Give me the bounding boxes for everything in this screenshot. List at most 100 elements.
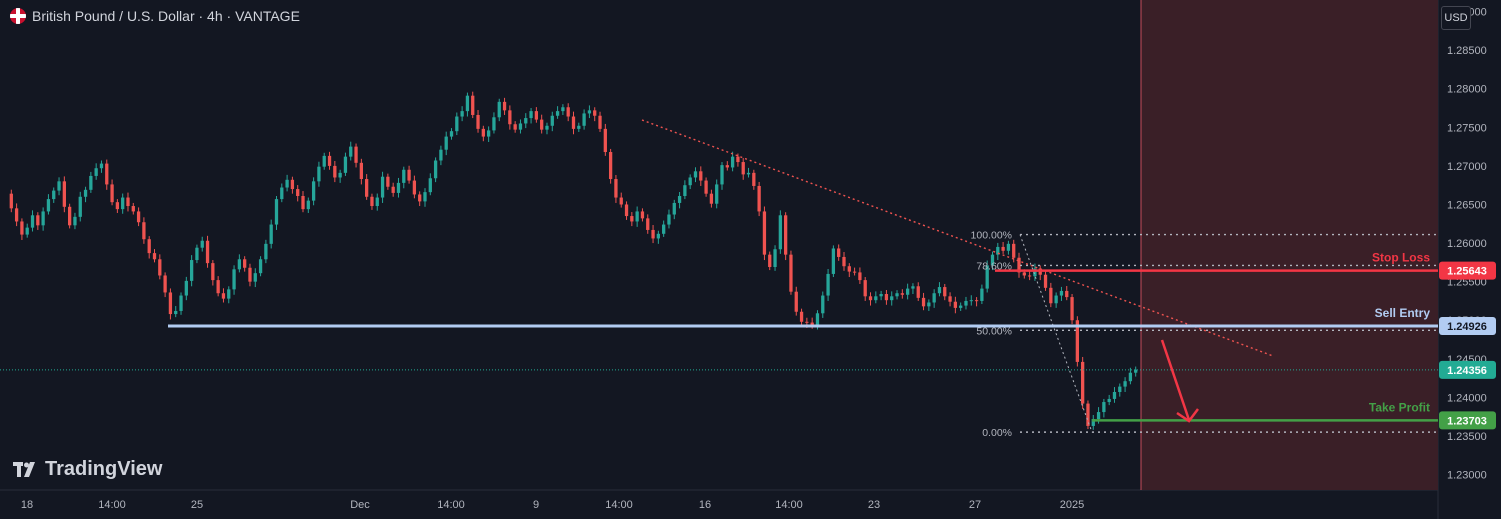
candle-body — [815, 313, 820, 326]
candle-body — [1075, 320, 1079, 362]
candle-body — [614, 179, 618, 198]
candle-body — [996, 246, 1000, 255]
trade-level-label: Stop Loss — [1372, 251, 1430, 265]
candle-body — [879, 294, 883, 297]
candle-body — [1102, 402, 1106, 413]
y-tick-label: 1.27500 — [1447, 122, 1487, 134]
candle-body — [311, 181, 316, 201]
candle-body — [83, 189, 88, 197]
candle-body — [699, 171, 703, 181]
currency-button[interactable]: USD — [1441, 6, 1471, 30]
candle-body — [1107, 398, 1111, 403]
x-tick-label: 25 — [191, 499, 203, 511]
candle-body — [349, 146, 353, 157]
candle-body — [322, 155, 326, 167]
candle-body — [1054, 295, 1058, 304]
price-tag-badge — [1439, 411, 1496, 430]
y-tick-label: 1.26000 — [1447, 238, 1487, 250]
trade-level-label: Sell Entry — [1375, 306, 1431, 320]
candle-body — [805, 321, 809, 323]
chart-header: British Pound / U.S. Dollar · 4h · VANTA… — [10, 8, 300, 24]
x-tick-label: 23 — [868, 499, 880, 511]
candle-body — [68, 206, 72, 226]
candle-body — [99, 163, 104, 169]
candle-body — [683, 185, 687, 196]
candle-body — [603, 128, 607, 153]
candle-body — [338, 172, 342, 178]
candle-body — [1012, 243, 1016, 258]
candle-body — [1086, 403, 1090, 426]
candle-body — [481, 128, 485, 137]
candle-body — [402, 169, 406, 183]
candle-body — [486, 130, 491, 137]
candle-body — [720, 165, 724, 185]
candle-body — [587, 110, 592, 114]
candle-body — [269, 224, 273, 244]
candle-body — [709, 193, 714, 204]
candle-body — [752, 172, 756, 186]
candle-body — [916, 286, 920, 298]
candle-body — [94, 168, 98, 176]
candle-body — [301, 196, 305, 210]
fib-anchor-line — [1019, 234, 1093, 433]
candle-body — [1027, 275, 1032, 277]
candle-body — [1043, 274, 1048, 288]
candle-body — [890, 296, 894, 301]
candle-body — [540, 119, 544, 130]
projection-zone — [1141, 0, 1438, 490]
candle-body — [258, 259, 263, 274]
candle-body — [545, 125, 549, 130]
candle-body — [306, 200, 310, 210]
candle-body — [741, 162, 745, 175]
candle-body — [948, 296, 952, 302]
candle-body — [428, 178, 432, 193]
candle-body — [810, 322, 814, 326]
candle-body — [667, 214, 671, 225]
candle-body — [868, 296, 873, 301]
candle-body — [524, 118, 528, 124]
candle-body — [794, 291, 798, 312]
candle-body — [73, 216, 77, 226]
candle-body — [1134, 369, 1138, 373]
candle-body — [1123, 381, 1127, 387]
tradingview-logo: TradingView — [13, 458, 162, 481]
candle-body — [757, 185, 761, 212]
candle-body — [375, 197, 379, 207]
candle-body — [227, 289, 231, 299]
candle-body — [746, 172, 751, 175]
logo-text: TradingView — [45, 458, 163, 480]
candle-body — [439, 149, 443, 161]
candle-body — [142, 222, 146, 240]
candle-body — [656, 233, 661, 239]
x-tick-label: 14:00 — [775, 499, 803, 511]
candle-body — [126, 197, 130, 207]
candle-body — [826, 273, 830, 296]
candle-body — [216, 280, 220, 294]
candle-body — [163, 275, 167, 293]
candle-body — [905, 288, 910, 295]
candle-body — [136, 211, 141, 223]
candle-body — [327, 155, 332, 166]
candle-body — [211, 263, 215, 281]
candle-body — [317, 166, 321, 182]
candle-body — [423, 192, 427, 202]
candle-body — [635, 211, 639, 222]
candle-body — [831, 248, 836, 274]
y-tick-label: 1.27000 — [1447, 161, 1487, 173]
candle-body — [1070, 297, 1074, 321]
candle-body — [593, 110, 597, 116]
candle-body — [773, 249, 777, 267]
candle-body — [460, 111, 464, 117]
symbol-title[interactable]: British Pound / U.S. Dollar · 4h · VANTA… — [32, 8, 300, 24]
candle-body — [688, 177, 692, 186]
candle-body — [189, 260, 194, 281]
x-tick-label: 18 — [21, 499, 33, 511]
tradingview-logo-icon — [13, 461, 39, 478]
candle-body — [365, 179, 369, 197]
candle-body — [959, 305, 963, 308]
candle-body — [471, 95, 475, 115]
candle-body — [158, 259, 162, 276]
candle-body — [508, 110, 512, 125]
candle-body — [333, 165, 337, 178]
